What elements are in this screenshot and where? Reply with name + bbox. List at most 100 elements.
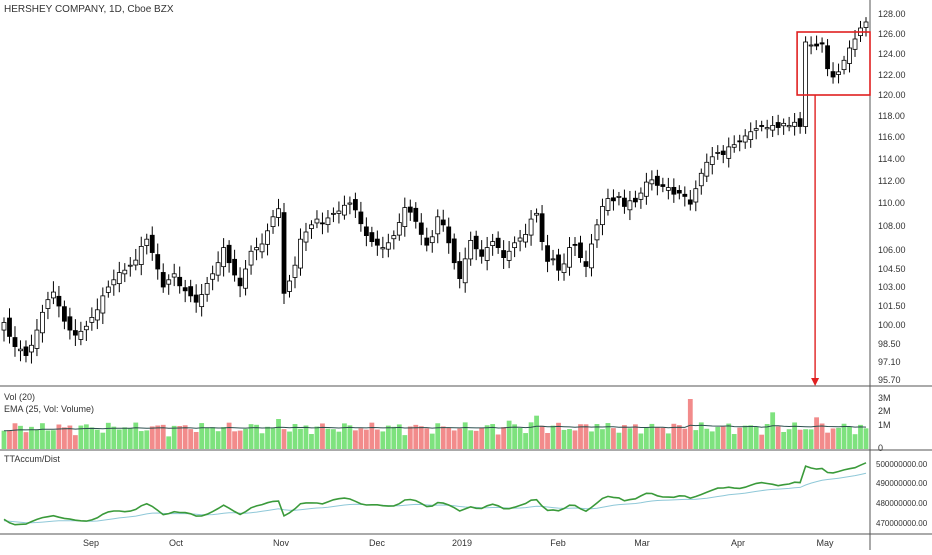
volume-bar xyxy=(567,429,572,449)
volume-bar xyxy=(149,426,155,449)
volume-bar xyxy=(303,425,309,449)
volume-bar xyxy=(720,426,726,449)
candle-body xyxy=(698,172,704,187)
volume-bar xyxy=(523,433,528,449)
volume-bar xyxy=(177,426,183,449)
volume-bar xyxy=(182,425,188,449)
volume-bar xyxy=(495,434,501,449)
candle-body xyxy=(232,258,237,276)
volume-bar xyxy=(424,428,430,449)
volume-bar xyxy=(770,412,776,449)
candle-body xyxy=(671,186,677,195)
candle-body xyxy=(265,230,270,245)
volume-bar xyxy=(347,425,353,449)
candle-body xyxy=(287,280,292,292)
candle-body xyxy=(374,238,380,246)
volume-bar xyxy=(594,424,600,449)
volume-bar xyxy=(792,422,798,449)
candle-body xyxy=(638,192,644,200)
volume-bar xyxy=(45,430,51,449)
volume-label: Vol (20) xyxy=(4,392,36,402)
candle-body xyxy=(792,121,798,127)
volume-bar xyxy=(188,429,194,449)
candle-body xyxy=(594,224,600,241)
volume-bar xyxy=(682,428,688,449)
price-tick-label: 97.10 xyxy=(878,357,901,367)
candle-body xyxy=(210,273,216,280)
candle-body xyxy=(753,128,759,131)
candle-body xyxy=(517,237,523,242)
candle-body xyxy=(105,286,111,293)
volume-bar xyxy=(287,431,292,449)
volume-bar xyxy=(803,429,809,449)
volume-bar xyxy=(199,423,205,449)
volume-bar xyxy=(89,427,95,449)
candle-body xyxy=(89,316,95,323)
candle-body xyxy=(797,118,803,127)
candle-body xyxy=(61,306,67,322)
candle-body xyxy=(495,237,501,249)
candle-body xyxy=(116,272,122,285)
volume-bar xyxy=(550,425,556,449)
volume-bar xyxy=(144,430,150,449)
candle-body xyxy=(808,44,814,47)
candle-body xyxy=(45,299,51,309)
candle-body xyxy=(600,206,605,226)
volume-bar xyxy=(215,431,221,449)
candle-body xyxy=(523,233,528,243)
candle-body xyxy=(155,254,161,270)
volume-bar xyxy=(369,422,375,449)
candle-body xyxy=(413,207,419,222)
candle-body xyxy=(78,330,84,340)
candle-body xyxy=(775,122,781,128)
volume-bar xyxy=(342,423,347,449)
candle-body xyxy=(138,245,144,265)
volume-bar xyxy=(276,419,281,449)
candle-body xyxy=(270,216,276,228)
candle-body xyxy=(166,279,172,285)
candle-body xyxy=(429,236,435,244)
candle-body xyxy=(742,135,748,143)
volume-bar xyxy=(391,426,397,449)
candle-body xyxy=(12,337,18,347)
volume-bar xyxy=(23,432,29,449)
x-tick-label: Apr xyxy=(731,538,745,548)
candle-body xyxy=(649,179,655,185)
candle-body xyxy=(369,232,375,242)
candle-body xyxy=(188,286,194,297)
volume-tick-label: 1M xyxy=(878,420,891,430)
candle-body xyxy=(693,188,699,203)
candle-body xyxy=(731,144,737,148)
candle-body xyxy=(51,291,56,299)
volume-bar xyxy=(380,431,386,449)
candle-body xyxy=(643,181,649,197)
accum-tick-label: 500000000.00 xyxy=(876,460,928,469)
volume-bar xyxy=(528,422,534,449)
volume-bar xyxy=(643,427,649,449)
volume-tick-label: 0 xyxy=(878,443,883,453)
candle-body xyxy=(331,212,336,215)
candle-body xyxy=(34,329,40,349)
volume-bar xyxy=(155,425,161,449)
candle-body xyxy=(352,199,358,211)
candle-body xyxy=(446,226,452,244)
volume-bar xyxy=(484,425,490,449)
candle-body xyxy=(748,131,754,140)
candle-body xyxy=(94,309,100,321)
candle-body xyxy=(473,235,479,250)
volume-bar xyxy=(402,435,408,449)
candle-body xyxy=(347,202,353,205)
volume-bar xyxy=(12,423,18,449)
volume-bar xyxy=(808,429,814,449)
candle-body xyxy=(122,269,128,275)
candle-body xyxy=(654,175,660,186)
price-tick-label: 120.00 xyxy=(878,90,906,100)
volume-bar xyxy=(160,424,166,449)
volume-bar xyxy=(358,428,364,449)
candle-body xyxy=(468,239,474,260)
candle-body xyxy=(836,71,841,75)
volume-bar xyxy=(517,427,523,449)
volume-bar xyxy=(660,427,666,449)
accum-tick-label: 490000000.00 xyxy=(876,479,928,488)
candle-body xyxy=(363,226,369,237)
